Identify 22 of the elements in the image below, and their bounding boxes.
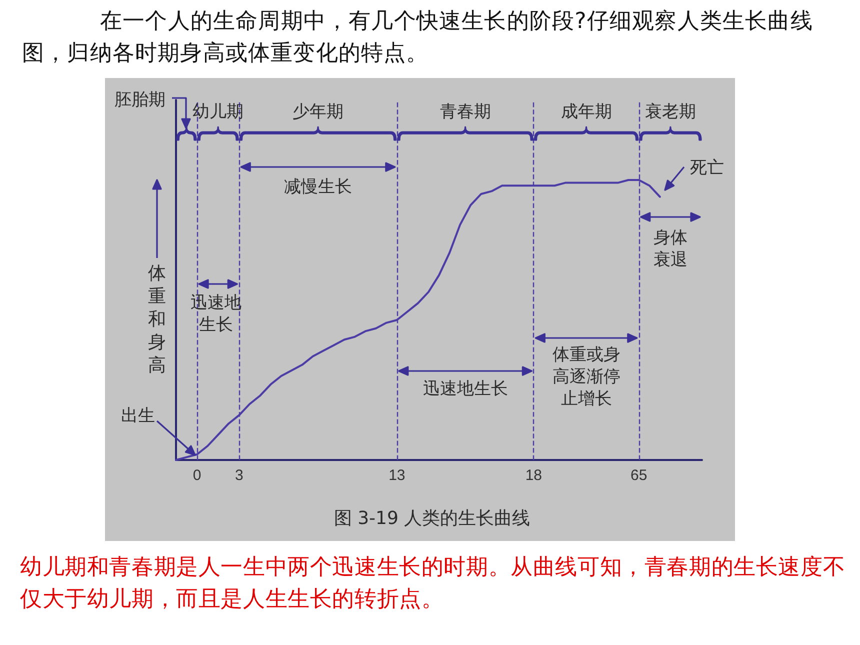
text: 少年期 bbox=[292, 102, 344, 122]
annotation: 体重或身高逐渐停止增长 bbox=[551, 344, 622, 410]
text: 衰老期 bbox=[644, 102, 696, 122]
text: 幼儿期和青春期是人一生中两个迅速生长的时期。从曲线可知，青春期的生长速度不仅大于幼儿期，而且是人生生长的转折点。 bbox=[20, 554, 846, 614]
text: 死亡 bbox=[689, 157, 725, 179]
x-tick-label: 65 bbox=[630, 467, 648, 484]
text: 青春期 bbox=[440, 102, 491, 122]
chart-title: 在一个人的生命周期中，有几个快速生长的阶段?仔细观察人类生长曲线图，归纳各时期身高或体重变化的特点。 bbox=[22, 8, 814, 68]
x-tick-label: 18 bbox=[525, 467, 542, 484]
text: 胚胎期 bbox=[114, 90, 166, 110]
text: 出生 bbox=[120, 405, 156, 427]
annotation: 减慢生长 bbox=[283, 176, 354, 198]
annotation: 迅速地生长 bbox=[422, 379, 508, 399]
x-tick-label: 3 bbox=[234, 467, 244, 484]
text: 成年期 bbox=[560, 102, 612, 122]
text: 幼儿期 bbox=[192, 102, 244, 122]
y-axis-title: 体重和身高 bbox=[147, 262, 167, 377]
annotation: 身体衰退 bbox=[652, 227, 688, 271]
caption: 图 3-19 人类的生长曲线 bbox=[332, 508, 532, 530]
annotation: 迅速地生长 bbox=[190, 292, 243, 336]
x-tick-label: 13 bbox=[388, 467, 406, 484]
x-tick-label: 0 bbox=[192, 467, 202, 484]
